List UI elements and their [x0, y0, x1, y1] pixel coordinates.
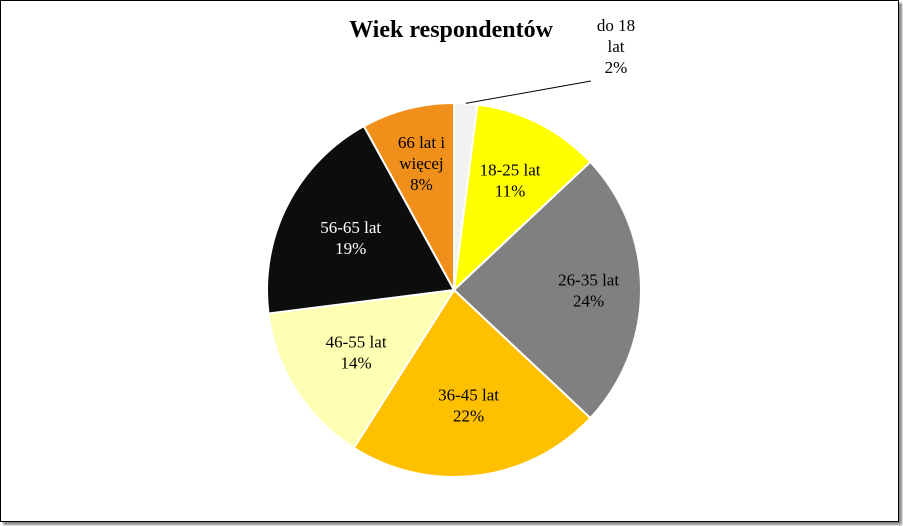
- pie-slice: [362, 101, 455, 291]
- slice-label: 26-35 lat 24%: [558, 271, 619, 311]
- slice-label: 66 lat i więcej 8%: [398, 133, 445, 194]
- slice-label: 56-65 lat 19%: [320, 218, 381, 258]
- pie-slice: [352, 288, 592, 478]
- pie-slice: [452, 160, 642, 420]
- leader-line: [465, 80, 592, 104]
- slice-label: 36-45 lat 22%: [438, 386, 499, 426]
- pie-slice: [452, 103, 592, 293]
- pie-slice: [266, 124, 456, 315]
- slice-label: 18-25 lat 11%: [480, 161, 541, 201]
- chart-title: Wiek respondentów: [349, 17, 553, 43]
- pie-slice: [267, 288, 456, 450]
- slice-label: 46-55 lat 14%: [326, 333, 387, 373]
- slice-label: do 18 lat 2%: [597, 16, 635, 77]
